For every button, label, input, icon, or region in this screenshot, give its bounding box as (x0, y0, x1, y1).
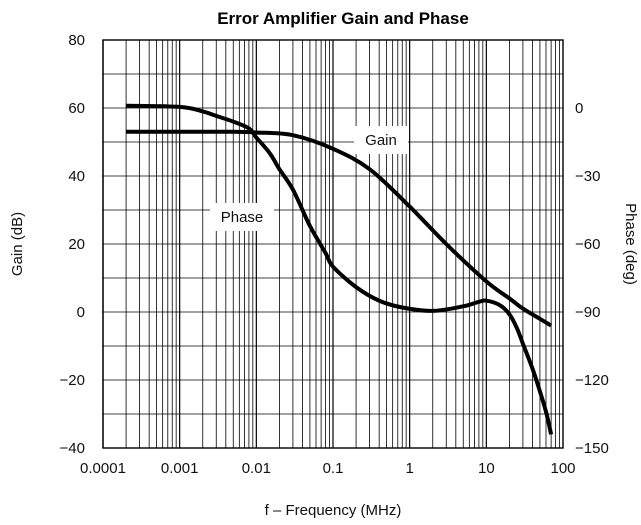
x-tick-label: 0.1 (323, 460, 344, 477)
y-left-tick-label: 80 (68, 32, 85, 49)
y-right-tick-label: −30 (575, 168, 600, 185)
x-tick-label: 0.0001 (80, 460, 126, 477)
x-tick-label: 1 (405, 460, 413, 477)
phase-annotation: Phase (221, 209, 264, 226)
y-left-tick-label: −20 (60, 372, 85, 389)
x-tick-label: 0.001 (161, 460, 199, 477)
chart-title: Error Amplifier Gain and Phase (217, 9, 469, 28)
gain-annotation: Gain (365, 132, 397, 149)
y-right-tick-label: −90 (575, 304, 600, 321)
y-left-tick-label: 20 (68, 236, 85, 253)
y-right-tick-label: −60 (575, 236, 600, 253)
y-right-tick-label: −120 (575, 372, 609, 389)
y-left-tick-label: 0 (77, 304, 85, 321)
y-left-tick-label: 60 (68, 100, 85, 117)
y-right-tick-label: 0 (575, 100, 583, 117)
x-tick-label: 0.01 (242, 460, 271, 477)
y-axis-right-title: Phase (deg) (622, 203, 639, 285)
y-left-tick-label: −40 (60, 440, 85, 457)
y-right-tick-label: −150 (575, 440, 609, 457)
x-tick-label: 10 (478, 460, 495, 477)
x-axis-title: f – Frequency (MHz) (265, 502, 402, 519)
y-left-tick-label: 40 (68, 168, 85, 185)
y-axis-left-title: Gain (dB) (9, 212, 26, 276)
x-tick-label: 100 (550, 460, 575, 477)
